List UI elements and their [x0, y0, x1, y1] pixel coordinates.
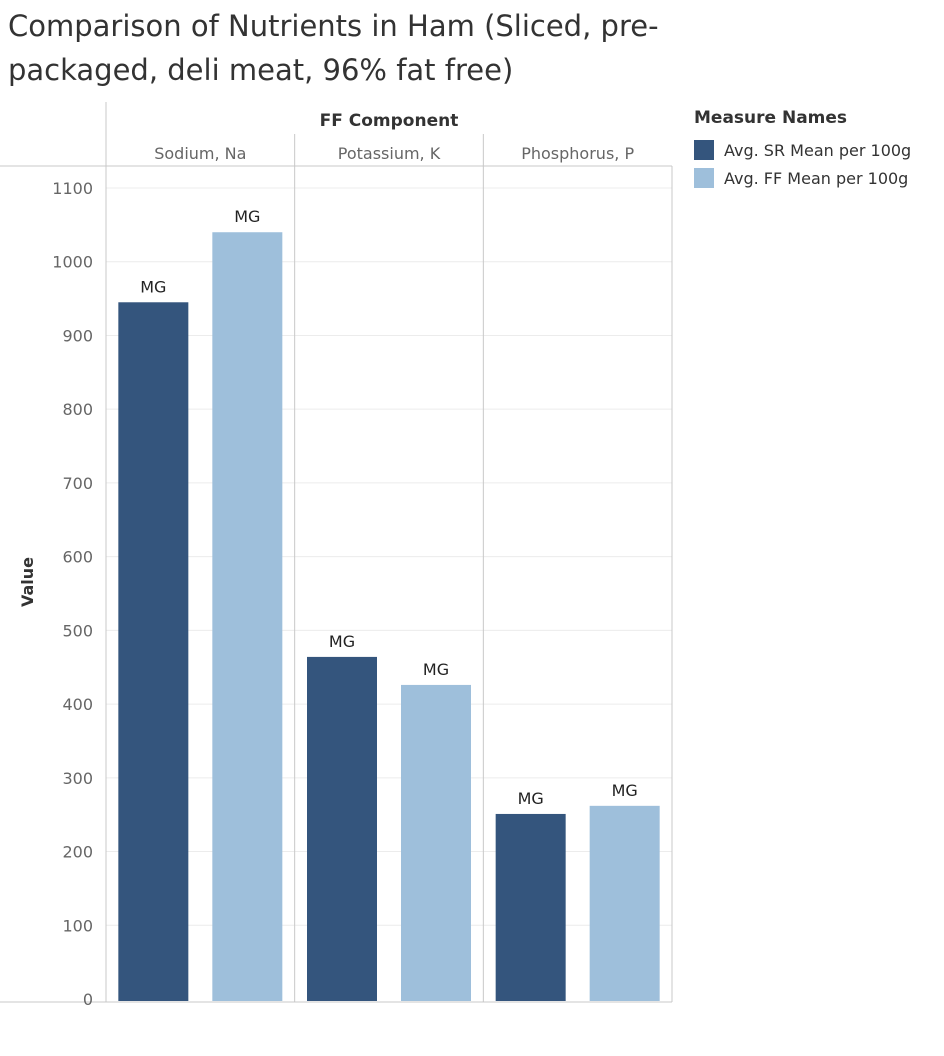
y-tick-label: 1100: [52, 179, 93, 198]
category-label: Potassium, K: [338, 144, 441, 163]
y-axis-title: Value: [18, 557, 37, 607]
category-label: Phosphorus, P: [521, 144, 634, 163]
y-tick-label: 600: [62, 548, 93, 567]
bar: [589, 805, 660, 1001]
y-tick-label: 700: [62, 474, 93, 493]
bar-label: MG: [140, 277, 166, 296]
y-tick-label: 200: [62, 843, 93, 862]
chart-title: Comparison of Nutrients in Ham (Sliced, …: [8, 9, 659, 87]
legend-title: Measure Names: [694, 108, 848, 128]
gridlines: [106, 187, 672, 926]
y-tick-label: 800: [62, 400, 93, 419]
bars: [118, 232, 660, 1002]
category-label: Sodium, Na: [154, 144, 246, 163]
legend-label-ff: Avg. FF Mean per 100g: [724, 168, 909, 188]
bar-label: MG: [518, 789, 544, 808]
legend-item-sr[interactable]: Avg. SR Mean per 100g: [694, 136, 911, 164]
y-tick-label: 400: [62, 695, 93, 714]
legend-swatch-sr: [694, 140, 714, 160]
panel-dividers: [0, 102, 673, 1003]
legend: Measure Names Avg. SR Mean per 100g Avg.…: [694, 108, 911, 192]
y-axis: 0 100 200 300 400 500 600 700 800 900 1000 1100 Valu…: [18, 179, 93, 1009]
bar-label: MG: [329, 632, 355, 651]
bar-labels: MG MG MG MG MG MG: [140, 207, 638, 808]
bar: [307, 656, 377, 1001]
bar-label: MG: [612, 781, 638, 800]
bar-label: MG: [234, 207, 260, 226]
bar-label: MG: [423, 660, 449, 679]
y-tick-label: 900: [62, 326, 93, 345]
legend-swatch-ff: [694, 168, 714, 188]
y-tick-label: 0: [83, 990, 93, 1009]
bar: [495, 813, 566, 1001]
legend-item-ff[interactable]: Avg. FF Mean per 100g: [694, 164, 911, 192]
y-tick-label: 500: [62, 621, 93, 640]
bar-chart: FF Component Sodium, Na Potassium, K Phosph…: [0, 102, 673, 1009]
bar: [401, 684, 471, 1001]
y-tick-label: 300: [62, 769, 93, 788]
bar: [118, 302, 189, 1001]
column-header: FF Component: [320, 111, 459, 131]
y-tick-label: 100: [62, 916, 93, 935]
column-headers: FF Component Sodium, Na Potassium, K Phosph…: [154, 111, 634, 163]
bar: [212, 232, 283, 1002]
legend-label-sr: Avg. SR Mean per 100g: [724, 140, 912, 160]
y-tick-label: 1000: [52, 253, 93, 272]
